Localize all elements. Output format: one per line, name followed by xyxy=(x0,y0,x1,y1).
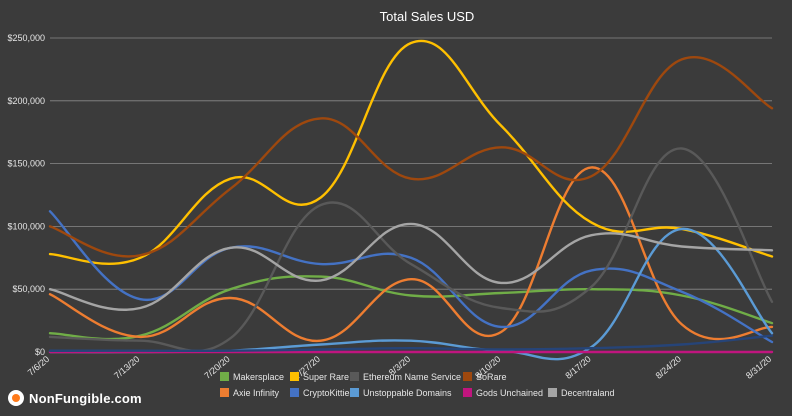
series-line-base xyxy=(48,334,774,353)
legend-item-ethereum-name-service: Ethereum Name Service xyxy=(350,372,461,382)
x-tick-label: 8/31/20 xyxy=(744,354,773,381)
legend-swatch xyxy=(220,388,229,397)
legend-swatch xyxy=(220,372,229,381)
chart-title: Total Sales USD xyxy=(380,9,475,24)
series-line-cryptokitties xyxy=(48,210,774,344)
series-line-makersplace xyxy=(48,275,774,341)
legend-label: Decentraland xyxy=(561,388,615,398)
series-line-sorare xyxy=(48,56,774,258)
series-lines xyxy=(48,39,774,361)
grid xyxy=(50,37,772,353)
series-line-decentraland xyxy=(48,222,774,311)
legend-item-gods-unchained: Gods Unchained xyxy=(463,388,543,398)
y-tick-label: $100,000 xyxy=(7,221,45,231)
brand-logo: NonFungible.com xyxy=(8,388,142,408)
legend-label: Makersplace xyxy=(233,372,284,382)
legend-item-decentraland: Decentraland xyxy=(548,388,615,398)
legend-item-super-rare: Super Rare xyxy=(290,372,349,382)
y-tick-label: $50,000 xyxy=(12,284,45,294)
x-tick-label: 8/24/20 xyxy=(654,354,683,381)
legend-label: Axie Infinity xyxy=(233,388,280,398)
legend-swatch xyxy=(290,388,299,397)
legend-label: SoRare xyxy=(476,372,507,382)
x-tick-label: 7/6/20 xyxy=(26,354,52,378)
legend-swatch xyxy=(463,388,472,397)
legend-item-sorare: SoRare xyxy=(463,372,507,382)
y-tick-label: $200,000 xyxy=(7,96,45,106)
legend-item-cryptokitties: CryptoKitties xyxy=(290,388,355,398)
x-tick-label: 7/13/20 xyxy=(112,354,141,381)
legend-label: Unstoppable Domains xyxy=(363,388,452,398)
legend-item-axie-infinity: Axie Infinity xyxy=(220,388,280,398)
y-tick-label: $150,000 xyxy=(7,159,45,169)
series-line-axie-infinity xyxy=(48,166,774,342)
legend-swatch xyxy=(548,388,557,397)
brand-name: NonFungible.com xyxy=(29,390,142,406)
legend-label: Ethereum Name Service xyxy=(363,372,461,382)
legend-label: Gods Unchained xyxy=(476,388,543,398)
legend-swatch xyxy=(350,372,359,381)
legend-item-unstoppable-domains: Unstoppable Domains xyxy=(350,388,452,398)
y-axis: $0 $50,000 $100,000 $150,000 $200,000 $250,00… xyxy=(7,33,45,357)
legend-swatch xyxy=(290,372,299,381)
y-tick-label: $250,000 xyxy=(7,33,45,43)
series-line-super-rare xyxy=(48,39,774,265)
legend-swatch xyxy=(350,388,359,397)
legend: Makersplace Super Rare Ethereum Name Servi… xyxy=(220,372,615,398)
legend-label: CryptoKitties xyxy=(303,388,355,398)
legend-label: Super Rare xyxy=(303,372,349,382)
legend-item-makersplace: Makersplace xyxy=(220,372,284,382)
brand-logo-icon xyxy=(8,390,24,406)
y-tick-label: $0 xyxy=(35,347,45,357)
legend-swatch xyxy=(463,372,472,381)
